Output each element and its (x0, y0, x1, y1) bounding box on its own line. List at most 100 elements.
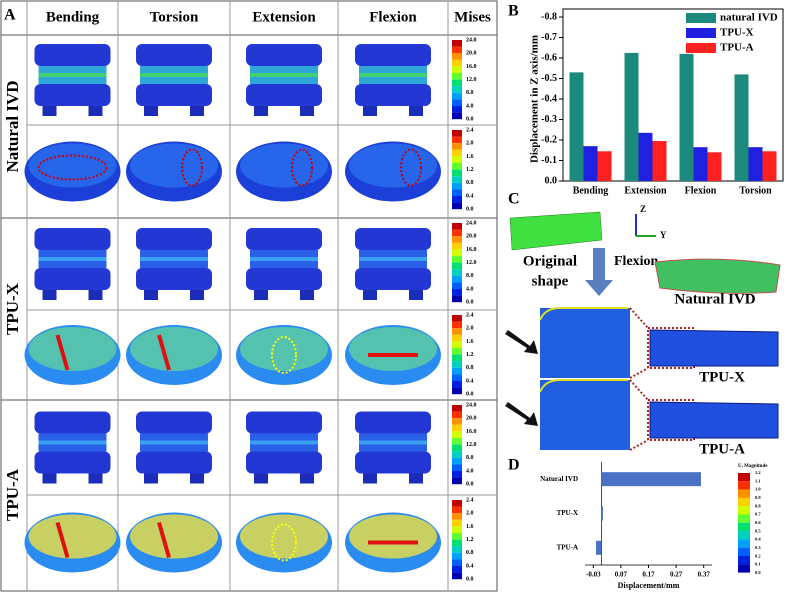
vertebra (136, 411, 212, 434)
label: TPU-X (720, 27, 754, 39)
x-tick-label: 0.27 (670, 571, 683, 579)
bar (679, 53, 694, 181)
zoom-edge (539, 379, 628, 393)
process (363, 106, 377, 116)
colorbar-band (452, 471, 462, 478)
label: 1.1 (755, 478, 761, 483)
label: Bending (573, 185, 609, 196)
disc-band (359, 73, 427, 77)
process (300, 290, 314, 300)
label: 24.0 (466, 402, 477, 408)
vertebra (355, 44, 431, 66)
y-tick-label: -0.8 (541, 11, 557, 22)
label: 0.1 (755, 562, 761, 567)
vertebra (355, 228, 431, 250)
colorbar-band (452, 431, 462, 438)
colorbar-band (452, 334, 462, 342)
colorbar-band (452, 182, 462, 190)
label: 1.2 (466, 537, 474, 543)
colorbar-band (452, 348, 462, 355)
colorbar-band (738, 514, 750, 523)
colorbar-band (452, 424, 462, 432)
y-tick-label: -0.6 (541, 52, 557, 63)
colorbar-band (452, 438, 462, 445)
process (409, 106, 423, 116)
process (88, 290, 103, 300)
colorbar-band (452, 411, 462, 419)
label: 1.6 (466, 339, 474, 345)
label: 12.0 (466, 442, 477, 448)
deformed-beam (654, 258, 781, 294)
process (88, 473, 103, 484)
label: Natural IVD (674, 291, 755, 307)
label: B (508, 3, 519, 20)
label: shape (532, 273, 569, 289)
vertebra (355, 268, 431, 290)
disc-top (349, 514, 437, 559)
marker (271, 336, 297, 374)
bar (596, 540, 602, 555)
colorbar-band (738, 547, 750, 556)
colorbar-band (452, 533, 462, 540)
plot-frame (562, 8, 784, 182)
label: 2.0 (466, 511, 474, 517)
colorbar-band (452, 513, 462, 520)
label: 0.0 (466, 300, 474, 306)
label: 4.0 (466, 286, 474, 292)
label: 0.0 (755, 570, 761, 575)
beam (649, 401, 779, 439)
process (254, 473, 268, 484)
colorbar-band (738, 564, 750, 573)
disc-band (38, 73, 107, 77)
bar (748, 147, 763, 181)
colorbar-band (452, 236, 462, 243)
label: Flexion (614, 254, 659, 269)
colorbar-band (452, 66, 462, 73)
colorbar-band (452, 387, 462, 395)
process (42, 290, 57, 300)
label: 0.6 (755, 520, 761, 525)
label: 20.0 (466, 416, 477, 422)
y-tick-label: -0.1 (541, 155, 557, 166)
colorbar-band (452, 229, 462, 237)
vertebra (246, 268, 322, 290)
colorbar-band (452, 176, 462, 183)
disc-band (38, 257, 107, 261)
label: 0.0 (466, 577, 474, 583)
dotted-link (629, 307, 649, 379)
arrow (157, 334, 171, 371)
label: 2.4 (466, 127, 474, 133)
label: TPU-A (557, 543, 578, 551)
vertebra (34, 268, 111, 290)
vertebra (136, 44, 212, 66)
label: Y (660, 230, 667, 240)
process (363, 473, 377, 484)
process (254, 290, 268, 300)
colorbar-band (452, 136, 462, 144)
vertebra (34, 228, 111, 250)
marker (400, 148, 422, 187)
arrow (55, 521, 70, 559)
colorbar-band (452, 418, 462, 425)
process (190, 290, 204, 300)
disc-band (359, 440, 427, 445)
label: 0.4 (466, 193, 474, 199)
label: Torsion (150, 9, 199, 25)
arrow (55, 334, 70, 371)
colorbar-band (452, 526, 462, 533)
label: 0.4 (466, 563, 474, 569)
label: 24.0 (466, 37, 477, 43)
label: 0.2 (755, 553, 761, 558)
colorbar-band (738, 556, 750, 565)
colorbar-band (452, 99, 462, 106)
process (190, 106, 204, 116)
y-tick-label: -0.2 (541, 134, 557, 145)
colorbar-band (452, 572, 462, 580)
black-arrow (505, 330, 538, 354)
vertebra (355, 451, 431, 474)
y-tick-label: -0.7 (541, 32, 557, 43)
bar (638, 132, 653, 181)
disc-top (28, 327, 117, 371)
vertebra (246, 411, 322, 434)
label: 16.0 (466, 247, 477, 253)
